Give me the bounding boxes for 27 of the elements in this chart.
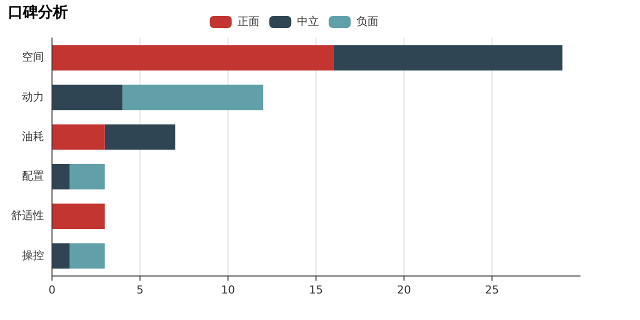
chart-title: 口碑分析 bbox=[8, 2, 68, 21]
legend-label: 中立 bbox=[296, 14, 319, 28]
bar bbox=[52, 243, 70, 269]
bar bbox=[52, 84, 122, 110]
x-tick-label: 0 bbox=[48, 283, 56, 296]
y-tick-label: 舒适性 bbox=[11, 209, 44, 222]
y-tick-label: 操控 bbox=[22, 248, 44, 262]
bar bbox=[122, 84, 264, 110]
bar bbox=[52, 124, 105, 150]
x-tick-label: 10 bbox=[221, 283, 235, 296]
legend-label: 负面 bbox=[356, 14, 378, 28]
x-tick-label: 20 bbox=[397, 283, 411, 296]
x-tick-label: 25 bbox=[485, 283, 499, 296]
x-tick-label: 5 bbox=[136, 283, 144, 296]
bar bbox=[52, 45, 334, 70]
y-tick-label: 空间 bbox=[22, 50, 44, 64]
x-tick-label: 15 bbox=[309, 283, 323, 296]
bar bbox=[70, 243, 105, 269]
bar bbox=[52, 164, 70, 190]
y-tick-label: 动力 bbox=[22, 90, 44, 104]
y-tick-label: 配置 bbox=[22, 170, 44, 183]
bar bbox=[70, 164, 105, 190]
bar bbox=[52, 204, 105, 230]
bar bbox=[334, 45, 562, 70]
y-tick-label: 油耗 bbox=[22, 130, 44, 143]
bar bbox=[104, 124, 176, 150]
legend-label: 正面 bbox=[237, 14, 260, 28]
